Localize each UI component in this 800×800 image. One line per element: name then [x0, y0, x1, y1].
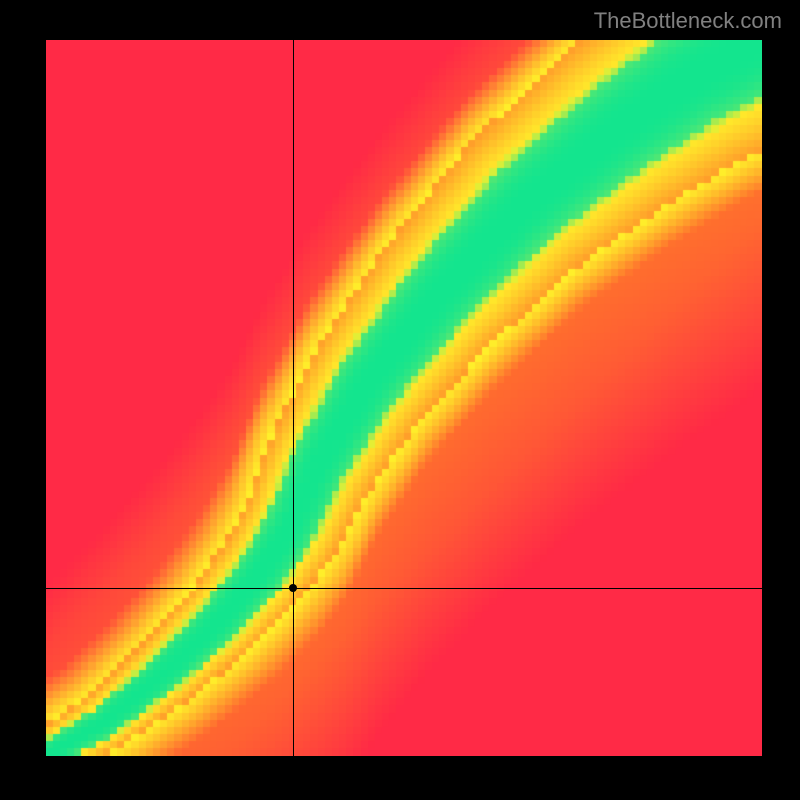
- attribution-text: TheBottleneck.com: [594, 8, 782, 34]
- chart-container: TheBottleneck.com: [0, 0, 800, 800]
- crosshair-vertical: [293, 40, 294, 756]
- crosshair-horizontal: [46, 588, 762, 589]
- marker-dot: [289, 584, 297, 592]
- bottleneck-heatmap: [46, 40, 762, 756]
